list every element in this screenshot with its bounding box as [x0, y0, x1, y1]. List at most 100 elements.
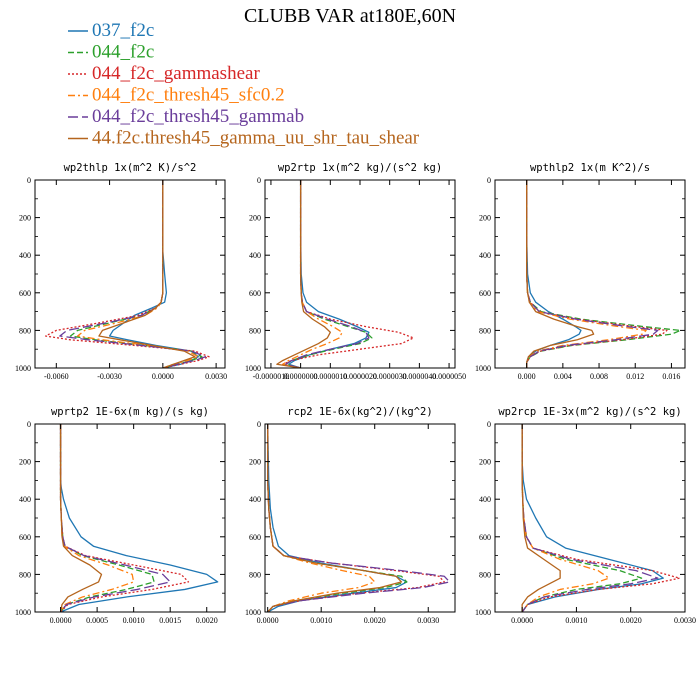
series-line — [521, 424, 561, 612]
y-tick-label: 1000 — [245, 608, 261, 617]
y-tick-label: 800 — [19, 570, 31, 579]
axis-frame — [34, 423, 226, 613]
x-tick-label: 0.0000 — [50, 616, 72, 625]
legend-label: 044_f2c — [92, 42, 154, 63]
y-tick-label: 600 — [19, 533, 31, 542]
legend-item: 044_f2c — [68, 42, 154, 63]
x-tick-label: 0.0000000 — [284, 372, 318, 381]
x-tick-label: 0.0030 — [417, 616, 439, 625]
y-tick-label: 0 — [27, 420, 31, 429]
series-line — [521, 424, 643, 612]
series-group — [267, 424, 451, 612]
y-tick-label: 400 — [19, 495, 31, 504]
y-tick-label: 0 — [257, 176, 261, 185]
chart-panel: wp2rtp 1x(m^2 kg)/(s^2 kg) 0 200 400 600 800 1… — [245, 162, 466, 381]
series-line — [282, 180, 415, 368]
series-line — [267, 424, 408, 612]
y-tick-label: 800 — [479, 570, 491, 579]
y-tick-label: 1000 — [475, 364, 491, 373]
x-tick-label: 0.0000020 — [343, 372, 377, 381]
y-tick-label: 0 — [487, 176, 491, 185]
series-group — [276, 180, 415, 368]
y-tick-label: 400 — [249, 251, 261, 260]
x-tick-label: 0.012 — [626, 372, 644, 381]
series-line — [521, 424, 664, 612]
y-tick-label: 400 — [479, 495, 491, 504]
legend-label: 044_f2c_thresh45_sfc0.2 — [92, 85, 285, 106]
x-tick-label: 0.004 — [554, 372, 572, 381]
y-tick-label: 1000 — [15, 608, 31, 617]
x-tick-label: -0.0000010 — [253, 372, 290, 381]
x-tick-label: 0.0015 — [159, 616, 181, 625]
y-tick-label: 200 — [479, 214, 491, 223]
panel-title: wp2rcp 1E-3x(m^2 kg)/(s^2 kg) — [498, 406, 681, 418]
chart-panel: wp2rcp 1E-3x(m^2 kg)/(s^2 kg) 0 200 400 600 8… — [475, 406, 696, 625]
series-line — [108, 180, 200, 368]
x-tick-label: 0.0000010 — [313, 372, 347, 381]
axis-frame — [494, 179, 686, 369]
panel-title: wprtp2 1E-6x(m kg)/(s kg) — [51, 406, 209, 418]
panel-title: wp2rtp 1x(m^2 kg)/(s^2 kg) — [278, 162, 442, 174]
legend-label: 044_f2c_gammashear — [92, 63, 260, 84]
y-tick-label: 200 — [249, 458, 261, 467]
legend-item: 044_f2c_gammashear — [68, 63, 260, 84]
series-line — [59, 424, 135, 612]
x-tick-label: 0.016 — [662, 372, 680, 381]
series-line — [526, 180, 668, 368]
series-line — [282, 180, 343, 368]
x-tick-label: 0.0030 — [205, 372, 227, 381]
series-line — [267, 424, 403, 612]
x-tick-label: 0.0020 — [620, 616, 642, 625]
y-tick-label: 600 — [249, 289, 261, 298]
x-tick-label: 0.0000 — [152, 372, 174, 381]
panel-title: rcp2 1E-6x(kg^2)/(kg^2) — [287, 406, 432, 418]
y-tick-label: 400 — [249, 495, 261, 504]
x-tick-label: 0.0000 — [511, 616, 533, 625]
series-line — [98, 180, 196, 368]
series-line — [526, 180, 595, 368]
chart-panel: wpthlp2 1x(m K^2)/s 0 200 400 600 800 1000 0.00… — [475, 162, 686, 381]
series-group — [59, 424, 219, 612]
legend-item: 44.f2c.thresh45_gamma_uu_shr_tau_shear — [68, 128, 420, 149]
y-tick-label: 1000 — [245, 364, 261, 373]
x-tick-label: -0.0030 — [97, 372, 122, 381]
x-tick-label: 0.0000 — [257, 616, 279, 625]
y-tick-label: 200 — [249, 214, 261, 223]
x-tick-label: 0.0030 — [674, 616, 696, 625]
series-line — [267, 424, 445, 612]
series-line — [285, 180, 370, 368]
figure-title: CLUBB VAR at180E,60N — [244, 5, 456, 27]
y-tick-label: 1000 — [475, 608, 491, 617]
axis-frame — [264, 423, 456, 613]
series-line — [59, 424, 219, 612]
x-tick-label: 0.0010 — [565, 616, 587, 625]
y-tick-label: 800 — [249, 326, 261, 335]
y-tick-label: 400 — [479, 251, 491, 260]
y-tick-label: 600 — [19, 289, 31, 298]
y-tick-label: 600 — [249, 533, 261, 542]
y-tick-label: 600 — [479, 289, 491, 298]
legend-item: 037_f2c — [68, 20, 154, 41]
y-tick-label: 800 — [249, 570, 261, 579]
legend-label: 044_f2c_thresh45_gammab — [92, 106, 304, 127]
y-tick-label: 0 — [487, 420, 491, 429]
series-line — [267, 424, 408, 612]
panel-title: wpthlp2 1x(m K^2)/s — [530, 162, 650, 174]
panel-title: wp2thlp 1x(m^2 K)/s^2 — [64, 162, 197, 174]
series-group — [521, 424, 681, 612]
legend: 037_f2c044_f2c044_f2c_gammashear044_f2c_… — [68, 20, 420, 149]
x-tick-label: 0.008 — [590, 372, 608, 381]
chart-panel: wprtp2 1E-6x(m kg)/(s kg) 0 200 400 600 800 10… — [15, 406, 226, 625]
legend-label: 037_f2c — [92, 20, 154, 41]
panels: wp2thlp 1x(m^2 K)/s^202004006008001000-0… — [15, 162, 696, 625]
y-tick-label: 1000 — [15, 364, 31, 373]
series-line — [267, 424, 376, 612]
x-tick-label: 0.0010 — [123, 616, 145, 625]
x-tick-label: 0.0010 — [310, 616, 332, 625]
chart-panel: wp2thlp 1x(m^2 K)/s^2 0 200 400 600 800 1000 -0… — [15, 162, 227, 381]
y-tick-label: 0 — [27, 176, 31, 185]
x-tick-label: -0.0060 — [44, 372, 69, 381]
y-tick-label: 0 — [257, 420, 261, 429]
y-tick-label: 200 — [479, 458, 491, 467]
